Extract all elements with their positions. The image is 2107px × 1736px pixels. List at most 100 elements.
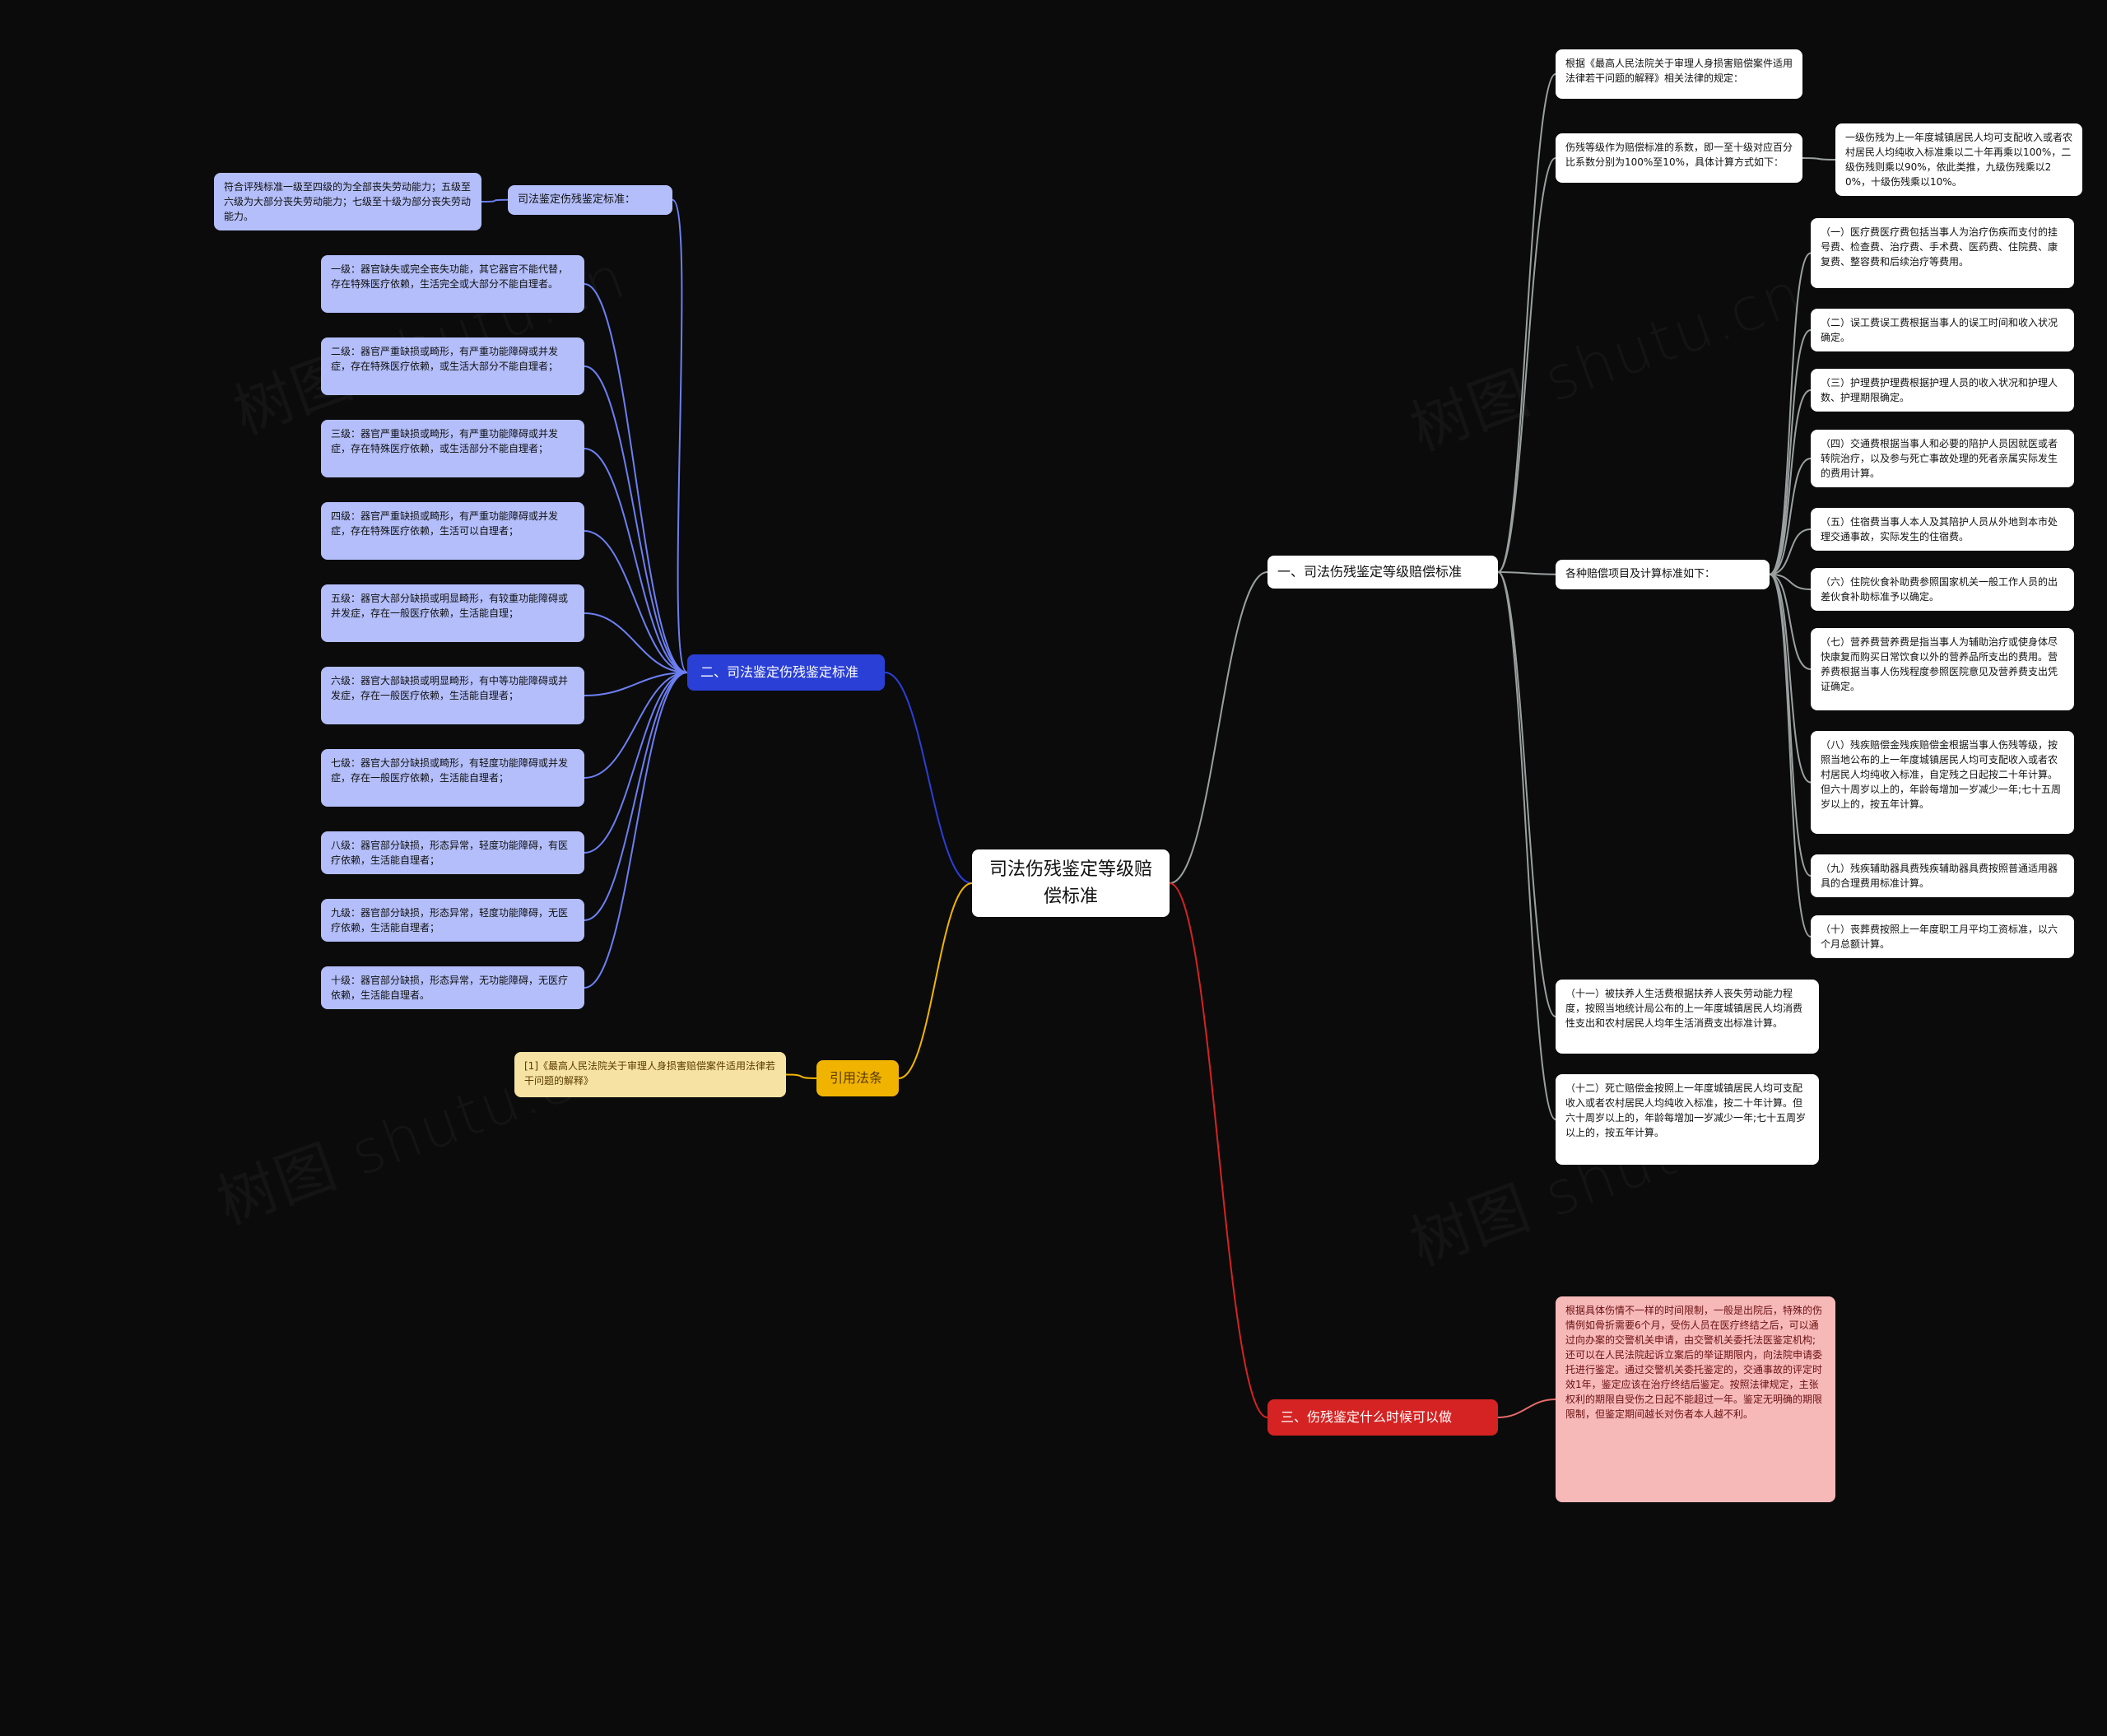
node-label: （一）医疗费医疗费包括当事人为治疗伤疾而支付的挂号费、检查费、治疗费、手术费、医… <box>1821 226 2058 268</box>
node-label: 二、司法鉴定伤残鉴定标准 <box>700 663 858 682</box>
node-label: （十一）被扶养人生活费根据扶养人丧失劳动能力程度，按照当地统计局公布的上一年度城… <box>1565 988 1802 1029</box>
connector <box>1770 575 1811 783</box>
node-n-1c2[interactable]: （二）误工费误工费根据当事人的误工时间和收入状况确定。 <box>1811 309 2074 351</box>
connector <box>584 613 687 673</box>
node-label: （八）残疾赔偿金残疾赔偿金根据当事人伤残等级，按照当地公布的上一年度城镇居民人均… <box>1821 739 2061 810</box>
node-n-1c9[interactable]: （九）残疾辅助器具费残疾辅助器具费按照普通适用器具的合理费用标准计算。 <box>1811 854 2074 897</box>
connector <box>1770 575 1811 937</box>
node-label: 符合评残标准一级至四级的为全部丧失劳动能力；五级至六级为大部分丧失劳动能力；七级… <box>224 181 471 222</box>
node-label: 司法伤残鉴定等级赔偿标准 <box>982 856 1160 910</box>
connector <box>1498 74 1556 572</box>
connector <box>1498 572 1556 575</box>
node-n-1c7[interactable]: （七）营养费营养费是指当事人为辅助治疗或使身体尽快康复而购买日常饮食以外的营养品… <box>1811 628 2074 710</box>
node-label: 九级：器官部分缺损，形态异常，轻度功能障碍，无医疗依赖，生活能自理者； <box>331 907 568 933</box>
connector <box>584 531 687 673</box>
node-n-2-9[interactable]: 九级：器官部分缺损，形态异常，轻度功能障碍，无医疗依赖，生活能自理者； <box>321 899 584 942</box>
connector <box>1498 158 1556 572</box>
node-label: 司法鉴定伤残鉴定标准： <box>518 193 635 206</box>
connector <box>672 200 687 673</box>
connector <box>1770 254 1811 575</box>
node-label: （七）营养费营养费是指当事人为辅助治疗或使身体尽快康复而购买日常饮食以外的营养品… <box>1821 636 2058 692</box>
node-label: （六）住院伙食补助费参照国家机关一般工作人员的出差伙食补助标准予以确定。 <box>1821 576 2058 603</box>
connector <box>584 673 687 696</box>
node-label: 根据具体伤情不一样的时间限制，一般是出院后，特殊的伤情例如骨折需要6个月，受伤人… <box>1565 1305 1822 1420</box>
connector <box>1498 572 1556 1119</box>
connector <box>786 1075 816 1079</box>
node-label: （四）交通费根据当事人和必要的陪护人员因就医或者转院治疗，以及参与死亡事故处理的… <box>1821 438 2058 479</box>
connector <box>1770 330 1811 575</box>
connector <box>899 883 972 1078</box>
node-n-law1[interactable]: [1]《最高人民法院关于审理人身损害赔偿案件适用法律若干问题的解释》 <box>514 1052 786 1097</box>
node-n-1c12[interactable]: （十二）死亡赔偿金按照上一年度城镇居民人均可支配收入或者农村居民人均纯收入标准，… <box>1556 1074 1819 1165</box>
node-n-2-2[interactable]: 二级：器官严重缺损或畸形，有严重功能障碍或并发症，存在特殊医疗依赖，或生活大部分… <box>321 337 584 395</box>
node-label: 六级：器官大部缺损或明显畸形，有中等功能障碍或并发症，存在一般医疗依赖，生活能自… <box>331 675 568 701</box>
node-n-1c6[interactable]: （六）住院伙食补助费参照国家机关一般工作人员的出差伙食补助标准予以确定。 <box>1811 568 2074 611</box>
connector <box>584 673 687 988</box>
node-n-1[interactable]: 一、司法伤残鉴定等级赔偿标准 <box>1267 556 1498 589</box>
node-label: [1]《最高人民法院关于审理人身损害赔偿案件适用法律若干问题的解释》 <box>524 1060 775 1087</box>
node-label: 各种赔偿项目及计算标准如下： <box>1565 568 1715 580</box>
node-label: 引用法条 <box>830 1068 882 1088</box>
connector <box>1802 158 1835 160</box>
node-n-1c10[interactable]: （十）丧葬费按照上一年度职工月平均工资标准，以六个月总额计算。 <box>1811 915 2074 958</box>
node-label: 伤残等级作为赔偿标准的系数，即一至十级对应百分比系数分别为100%至10%，具体… <box>1565 142 1793 168</box>
connector <box>1498 572 1556 1017</box>
connector <box>584 366 687 673</box>
node-n-1c1[interactable]: （一）医疗费医疗费包括当事人为治疗伤疾而支付的挂号费、检查费、治疗费、手术费、医… <box>1811 218 2074 288</box>
node-label: 根据《最高人民法院关于审理人身损害赔偿案件适用法律若干问题的解释》相关法律的规定… <box>1565 58 1793 84</box>
node-n-2[interactable]: 二、司法鉴定伤残鉴定标准 <box>687 654 885 691</box>
connector <box>1170 572 1267 883</box>
node-n-2top[interactable]: 司法鉴定伤残鉴定标准： <box>508 185 672 215</box>
node-label: （五）住宿费当事人本人及其陪护人员从外地到本市处理交通事故，实际发生的住宿费。 <box>1821 516 2058 542</box>
node-n-3-1[interactable]: 根据具体伤情不一样的时间限制，一般是出院后，特殊的伤情例如骨折需要6个月，受伤人… <box>1556 1296 1835 1502</box>
node-label: （九）残疾辅助器具费残疾辅助器具费按照普通适用器具的合理费用标准计算。 <box>1821 863 2058 889</box>
node-label: （十二）死亡赔偿金按照上一年度城镇居民人均可支配收入或者农村居民人均纯收入标准，… <box>1565 1082 1806 1138</box>
connector <box>584 284 687 673</box>
connector <box>1498 1399 1556 1417</box>
node-n-1c[interactable]: 各种赔偿项目及计算标准如下： <box>1556 560 1770 589</box>
node-n-1c8[interactable]: （八）残疾赔偿金残疾赔偿金根据当事人伤残等级，按照当地公布的上一年度城镇居民人均… <box>1811 731 2074 834</box>
connector <box>584 673 687 853</box>
node-label: 十级：器官部分缺损，形态异常，无功能障碍，无医疗依赖，生活能自理者。 <box>331 975 568 1001</box>
node-n-1c11[interactable]: （十一）被扶养人生活费根据扶养人丧失劳动能力程度，按照当地统计局公布的上一年度城… <box>1556 980 1819 1054</box>
connector <box>584 449 687 673</box>
connector <box>1770 458 1811 575</box>
node-n-1b1[interactable]: 一级伤残为上一年度城镇居民人均可支配收入或者农村居民人均纯收入标准乘以二十年再乘… <box>1835 123 2082 196</box>
node-n-2-1[interactable]: 一级：器官缺失或完全丧失功能，其它器官不能代替，存在特殊医疗依赖，生活完全或大部… <box>321 255 584 313</box>
node-label: 八级：器官部分缺损，形态异常，轻度功能障碍，有医疗依赖，生活能自理者； <box>331 840 568 866</box>
node-label: 一、司法伤残鉴定等级赔偿标准 <box>1277 564 1462 579</box>
node-label: 二级：器官严重缺损或畸形，有严重功能障碍或并发症，存在特殊医疗依赖，或生活大部分… <box>331 346 558 372</box>
connector <box>584 673 687 778</box>
connector <box>481 200 508 202</box>
node-n-2-7[interactable]: 七级：器官大部分缺损或畸形，有轻度功能障碍或并发症，存在一般医疗依赖，生活能自理… <box>321 749 584 807</box>
node-n-2-4[interactable]: 四级：器官严重缺损或畸形，有严重功能障碍或并发症，存在特殊医疗依赖，生活可以自理… <box>321 502 584 560</box>
node-label: 五级：器官大部分缺损或明显畸形，有较重功能障碍或并发症，存在一般医疗依赖，生活能… <box>331 593 568 619</box>
connector <box>1770 575 1811 589</box>
node-n-3[interactable]: 三、伤残鉴定什么时候可以做 <box>1267 1399 1498 1436</box>
node-n-1b[interactable]: 伤残等级作为赔偿标准的系数，即一至十级对应百分比系数分别为100%至10%，具体… <box>1556 133 1802 183</box>
node-n-2-10[interactable]: 十级：器官部分缺损，形态异常，无功能障碍，无医疗依赖，生活能自理者。 <box>321 966 584 1009</box>
node-n-1a[interactable]: 根据《最高人民法院关于审理人身损害赔偿案件适用法律若干问题的解释》相关法律的规定… <box>1556 49 1802 99</box>
node-label: （十）丧葬费按照上一年度职工月平均工资标准，以六个月总额计算。 <box>1821 924 2058 950</box>
node-n-1c5[interactable]: （五）住宿费当事人本人及其陪护人员从外地到本市处理交通事故，实际发生的住宿费。 <box>1811 508 2074 551</box>
node-n-law[interactable]: 引用法条 <box>816 1060 899 1096</box>
node-n-2-6[interactable]: 六级：器官大部缺损或明显畸形，有中等功能障碍或并发症，存在一般医疗依赖，生活能自… <box>321 667 584 724</box>
node-label: 三级：器官严重缺损或畸形，有严重功能障碍或并发症，存在特殊医疗依赖，或生活部分不… <box>331 428 558 454</box>
connector <box>1170 883 1267 1417</box>
connector <box>1770 390 1811 575</box>
node-label: 七级：器官大部分缺损或畸形，有轻度功能障碍或并发症，存在一般医疗依赖，生活能自理… <box>331 757 568 784</box>
node-n-2-5[interactable]: 五级：器官大部分缺损或明显畸形，有较重功能障碍或并发症，存在一般医疗依赖，生活能… <box>321 584 584 642</box>
root-node[interactable]: 司法伤残鉴定等级赔偿标准 <box>972 849 1170 917</box>
node-n-2-3[interactable]: 三级：器官严重缺损或畸形，有严重功能障碍或并发症，存在特殊医疗依赖，或生活部分不… <box>321 420 584 477</box>
connector <box>885 673 972 883</box>
node-n-1c4[interactable]: （四）交通费根据当事人和必要的陪护人员因就医或者转院治疗，以及参与死亡事故处理的… <box>1811 430 2074 487</box>
connector <box>584 673 687 920</box>
node-n-2top-l[interactable]: 符合评残标准一级至四级的为全部丧失劳动能力；五级至六级为大部分丧失劳动能力；七级… <box>214 173 481 230</box>
watermark: 树图 shutu.cn <box>1397 245 1812 468</box>
node-label: （三）护理费护理费根据护理人员的收入状况和护理人数、护理期限确定。 <box>1821 377 2058 403</box>
node-n-2-8[interactable]: 八级：器官部分缺损，形态异常，轻度功能障碍，有医疗依赖，生活能自理者； <box>321 831 584 874</box>
node-n-1c3[interactable]: （三）护理费护理费根据护理人员的收入状况和护理人数、护理期限确定。 <box>1811 369 2074 412</box>
connector <box>1770 575 1811 876</box>
connector <box>1770 529 1811 575</box>
node-label: 一级：器官缺失或完全丧失功能，其它器官不能代替，存在特殊医疗依赖，生活完全或大部… <box>331 263 568 290</box>
